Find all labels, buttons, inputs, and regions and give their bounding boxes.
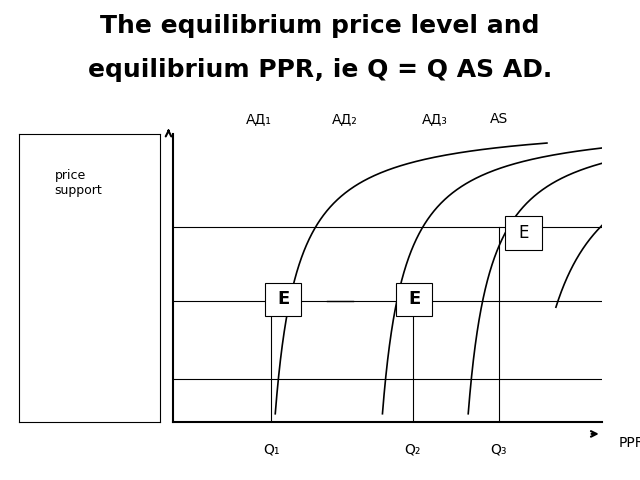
Text: The equilibrium price level and: The equilibrium price level and xyxy=(100,14,540,38)
Bar xyxy=(505,216,541,250)
Text: E: E xyxy=(277,290,289,308)
Text: АД₃: АД₃ xyxy=(421,112,447,126)
Text: price
support: price support xyxy=(54,169,102,197)
Text: АД₁: АД₁ xyxy=(246,112,271,126)
Bar xyxy=(396,283,432,316)
Text: PPR: PPR xyxy=(619,435,640,450)
Text: АД₂: АД₂ xyxy=(332,112,357,126)
Text: P₂: P₂ xyxy=(129,294,143,309)
Text: P₃: P₃ xyxy=(129,219,143,234)
Text: AS: AS xyxy=(490,112,508,126)
Text: Q₂: Q₂ xyxy=(404,443,421,456)
Text: Q₁: Q₁ xyxy=(263,443,280,456)
Text: Q₃: Q₃ xyxy=(490,443,507,456)
Bar xyxy=(265,283,301,316)
Text: E: E xyxy=(518,224,529,242)
Text: P 1: P 1 xyxy=(121,372,143,386)
Text: equilibrium PPR, ie Q = Q AS AD.: equilibrium PPR, ie Q = Q AS AD. xyxy=(88,58,552,82)
Text: E: E xyxy=(408,290,420,308)
